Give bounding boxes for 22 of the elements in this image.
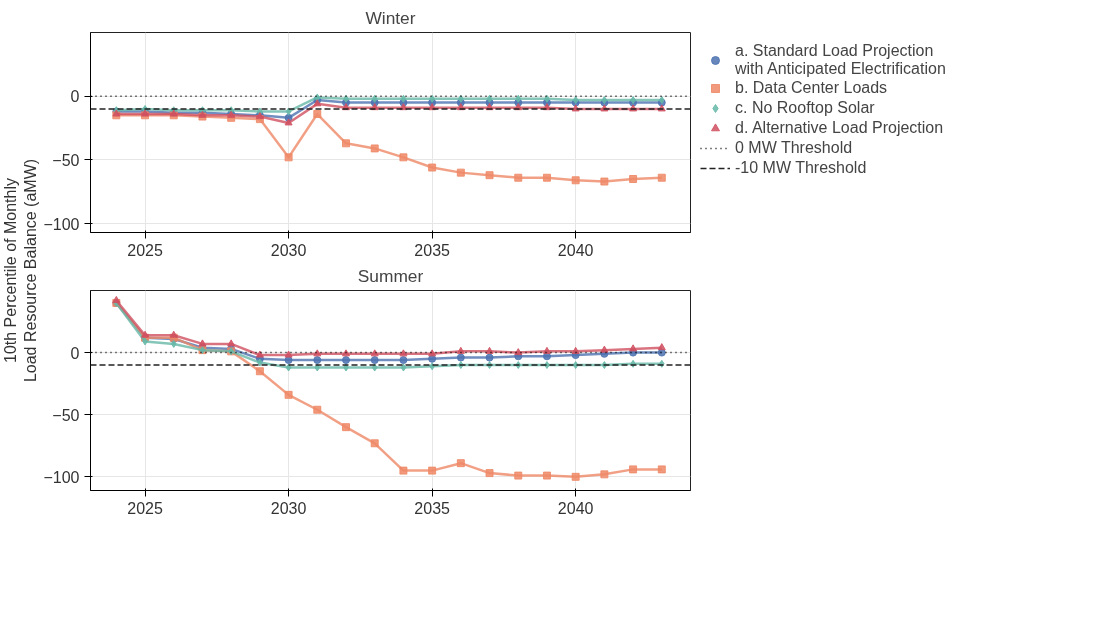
- legend-label: -10 MW Threshold: [735, 159, 867, 177]
- x-tick-label: 2025: [127, 499, 163, 517]
- legend-label: b. Data Center Loads: [735, 79, 888, 97]
- y-tick-label: −100: [43, 468, 80, 486]
- x-tick-label: 2025: [127, 241, 163, 259]
- x-tick-label: 2040: [557, 241, 594, 259]
- x-tick-label: 2035: [414, 499, 451, 517]
- x-tick-label: 2035: [414, 241, 451, 259]
- y-tick-label: −100: [43, 215, 80, 233]
- legend-label: 0 MW Threshold: [735, 139, 853, 157]
- x-tick-label: 2030: [270, 499, 307, 517]
- legend-label: c. No Rooftop Solar: [735, 99, 875, 117]
- chart-title: Winter: [365, 7, 416, 28]
- chart-title: Summer: [357, 265, 424, 286]
- y-tick-label: −50: [52, 151, 80, 169]
- y-tick-label: −50: [52, 406, 80, 424]
- legend-label: d. Alternative Load Projection: [735, 119, 944, 137]
- y-tick-label: 0: [70, 88, 80, 106]
- x-tick-label: 2030: [270, 241, 307, 259]
- y-axis-title: 10th Percentile of Monthly Load Resource Balance (aMW): [1, 158, 40, 383]
- y-tick-label: 0: [70, 344, 80, 362]
- x-tick-label: 2040: [557, 499, 594, 517]
